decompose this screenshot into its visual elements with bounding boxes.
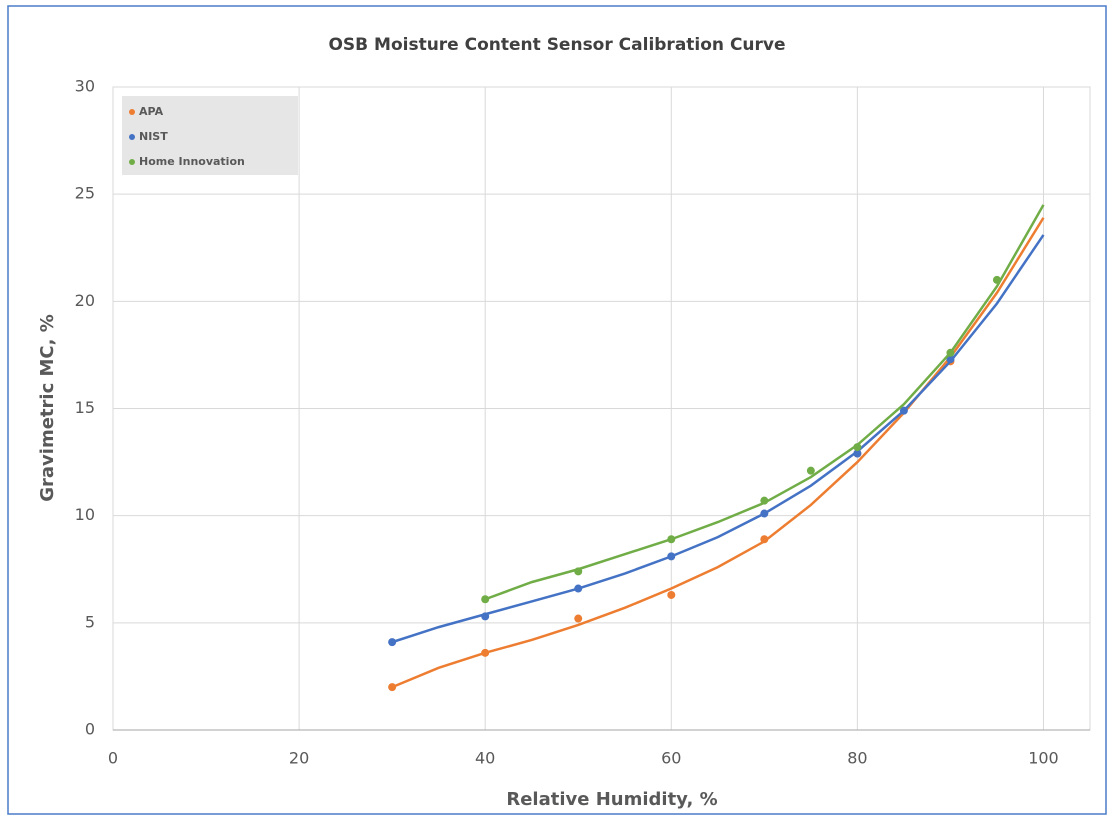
y-tick-label: 15 bbox=[75, 398, 95, 417]
data-point bbox=[760, 509, 769, 518]
x-axis-label: Relative Humidity, % bbox=[506, 789, 717, 810]
y-tick-label: 5 bbox=[85, 612, 95, 631]
x-tick-label: 80 bbox=[847, 749, 867, 768]
data-point bbox=[806, 466, 815, 475]
legend-marker bbox=[129, 109, 135, 115]
legend-box bbox=[122, 96, 298, 175]
legend-label: NIST bbox=[139, 130, 168, 143]
data-point bbox=[574, 567, 583, 576]
y-tick-label: 0 bbox=[85, 720, 95, 739]
data-point bbox=[481, 595, 490, 604]
data-point bbox=[667, 552, 676, 561]
legend-label: Home Innovation bbox=[139, 155, 245, 168]
x-tick-label: 60 bbox=[661, 749, 681, 768]
data-point bbox=[760, 496, 769, 505]
trendline bbox=[391, 234, 1045, 644]
data-point bbox=[574, 614, 583, 623]
data-point bbox=[481, 612, 490, 621]
data-point bbox=[388, 638, 397, 647]
data-point bbox=[574, 584, 583, 593]
data-point bbox=[992, 275, 1001, 284]
legend-marker bbox=[129, 159, 135, 165]
x-tick-label: 40 bbox=[475, 749, 495, 768]
data-point bbox=[667, 535, 676, 544]
data-point bbox=[481, 648, 490, 657]
chart-title: OSB Moisture Content Sensor Calibration … bbox=[328, 35, 785, 55]
x-tick-label: 20 bbox=[289, 749, 309, 768]
data-point bbox=[946, 355, 955, 364]
legend-label: APA bbox=[139, 105, 164, 118]
data-point bbox=[946, 348, 955, 357]
y-tick-label: 30 bbox=[75, 77, 95, 96]
y-tick-label: 20 bbox=[75, 291, 95, 310]
x-tick-label: 0 bbox=[108, 749, 118, 768]
data-point bbox=[388, 683, 397, 692]
legend-marker bbox=[129, 134, 135, 140]
y-tick-label: 25 bbox=[75, 184, 95, 203]
x-tick-label: 100 bbox=[1028, 749, 1059, 768]
data-point bbox=[899, 406, 908, 415]
y-axis-label: Gravimetric MC, % bbox=[37, 314, 58, 502]
y-tick-label: 10 bbox=[75, 505, 95, 524]
data-point bbox=[853, 443, 862, 452]
data-point bbox=[667, 590, 676, 599]
data-point bbox=[853, 449, 862, 458]
data-point bbox=[760, 535, 769, 544]
trendline bbox=[391, 217, 1045, 689]
